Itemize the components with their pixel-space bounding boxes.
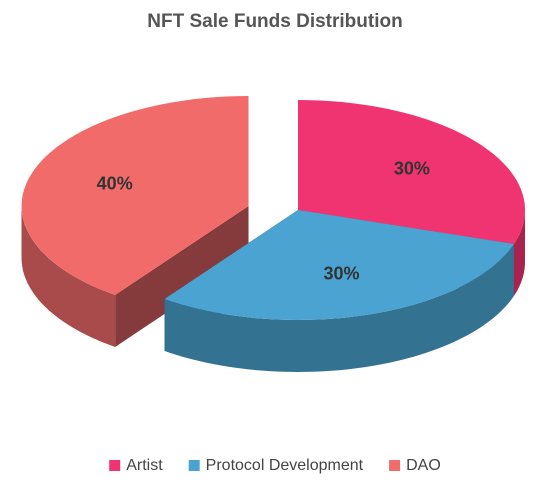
slice-side xyxy=(21,206,116,347)
legend-label: DAO xyxy=(406,457,441,474)
legend: Artist Protocol Development DAO xyxy=(109,457,441,474)
slice-side xyxy=(513,210,525,296)
slice-top xyxy=(164,210,514,320)
legend-swatch xyxy=(109,460,121,471)
slice-wall xyxy=(115,205,249,347)
legend-swatch xyxy=(389,460,401,471)
chart-title: NFT Sale Funds Distribution xyxy=(147,11,402,32)
legend-swatch xyxy=(188,460,200,471)
data-label: 30% xyxy=(323,264,359,284)
slice-top xyxy=(21,96,249,295)
slice xyxy=(21,96,249,347)
legend-label: Artist xyxy=(126,457,163,474)
slice-top xyxy=(298,100,525,244)
legend-label: Protocol Development xyxy=(206,457,364,474)
slice xyxy=(164,210,514,372)
data-label: 30% xyxy=(394,159,430,179)
slice-side xyxy=(164,244,514,372)
data-label: 40% xyxy=(97,174,133,194)
